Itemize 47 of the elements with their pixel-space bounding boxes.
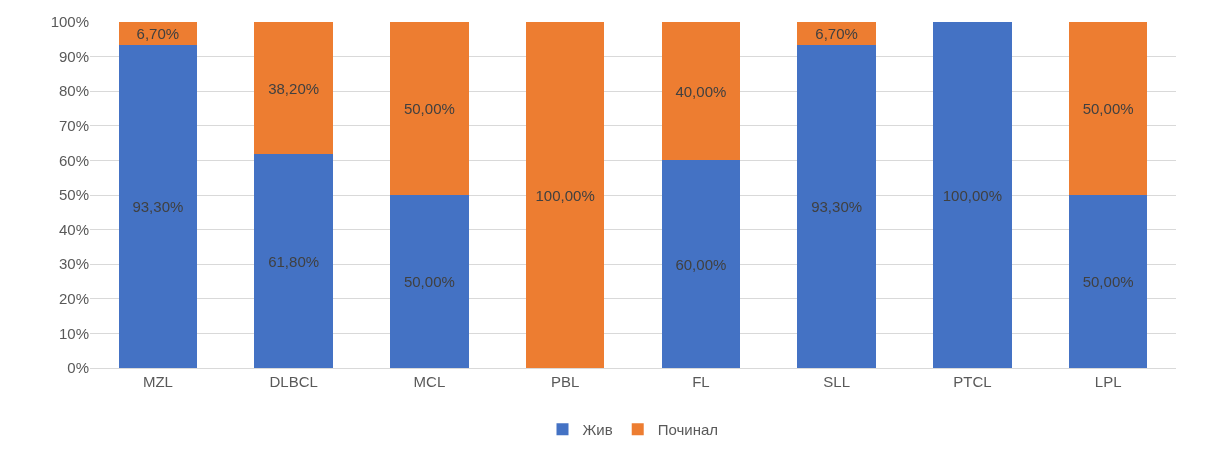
bar	[661, 22, 741, 161]
y-tick-label: 70%	[58, 117, 89, 135]
y-tick-label: 30%	[58, 255, 89, 273]
x-tick-label: PTCL	[953, 373, 992, 390]
data-label: 50,00%	[1082, 100, 1134, 117]
data-label: 40,00%	[675, 82, 727, 100]
data-label: 6,70%	[136, 25, 180, 43]
data-label: 6,70%	[815, 25, 858, 43]
x-tick-label: FL	[692, 373, 710, 390]
bar	[1068, 22, 1148, 195]
x-tick-label: LPL	[1094, 373, 1122, 390]
data-label: 100,00%	[535, 186, 595, 204]
bar	[390, 195, 469, 368]
y-tick-label: 40%	[58, 220, 89, 238]
legend-label: Починал	[657, 421, 719, 439]
x-tick-label: PBL	[550, 373, 580, 390]
x-tick-label: SLL	[823, 373, 850, 390]
data-label: 60,00%	[675, 255, 727, 273]
x-tick-label: DLBCL	[269, 373, 318, 390]
data-label: 38,20%	[268, 79, 320, 97]
bar	[661, 160, 741, 368]
data-label: 50,00%	[403, 273, 455, 290]
bar	[390, 22, 469, 195]
y-tick-label: 90%	[58, 47, 89, 65]
bar	[254, 22, 333, 155]
data-label: 50,00%	[1082, 273, 1134, 290]
data-label: 100,00%	[942, 186, 1002, 204]
y-tick-label: 50%	[58, 186, 89, 204]
x-tick-label: MZL	[142, 373, 173, 390]
bar	[1068, 195, 1148, 368]
data-label: 61,80%	[268, 252, 320, 270]
legend-label: Жив	[582, 421, 613, 439]
y-tick-label: 0%	[67, 359, 89, 377]
bar	[254, 154, 333, 368]
x-tick-label: MCL	[413, 373, 446, 390]
y-tick-label: 60%	[58, 151, 89, 169]
data-label: 50,00%	[403, 100, 455, 117]
data-label: 93,30%	[811, 198, 863, 216]
y-tick-label: 10%	[58, 324, 89, 342]
y-tick-label: 100%	[50, 13, 89, 31]
bar	[525, 22, 605, 368]
data-label: 93,30%	[132, 198, 184, 216]
y-tick-label: 20%	[58, 290, 89, 308]
bar	[933, 22, 1012, 368]
y-tick-label: 80%	[58, 82, 89, 100]
bar	[118, 45, 198, 368]
bar	[797, 45, 876, 368]
